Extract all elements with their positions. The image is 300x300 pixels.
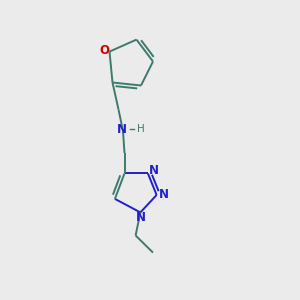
Text: N: N <box>136 211 146 224</box>
Text: N: N <box>149 164 159 177</box>
Text: N: N <box>116 123 127 136</box>
Text: O: O <box>99 44 109 57</box>
Text: H: H <box>136 124 144 134</box>
Text: N: N <box>159 188 169 202</box>
